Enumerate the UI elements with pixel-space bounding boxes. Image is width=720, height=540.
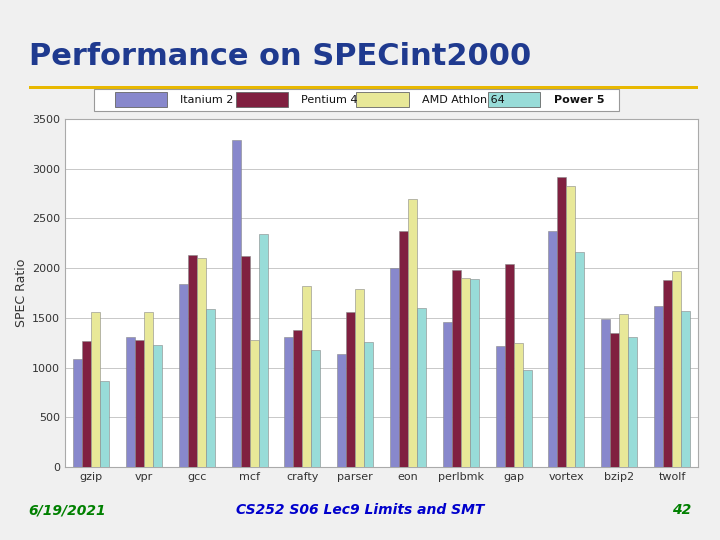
Text: Power 5: Power 5 bbox=[554, 95, 604, 105]
Text: Performance on SPECint2000: Performance on SPECint2000 bbox=[29, 42, 531, 71]
FancyBboxPatch shape bbox=[488, 92, 540, 107]
Bar bbox=[346, 312, 355, 467]
Bar bbox=[495, 346, 505, 467]
Bar bbox=[179, 284, 188, 467]
Bar bbox=[399, 231, 408, 467]
FancyBboxPatch shape bbox=[94, 89, 619, 111]
Bar bbox=[144, 312, 153, 467]
Bar bbox=[91, 312, 100, 467]
Text: 42: 42 bbox=[672, 503, 691, 517]
Bar bbox=[100, 381, 109, 467]
Bar bbox=[461, 278, 469, 467]
Bar bbox=[575, 252, 585, 467]
Bar bbox=[417, 308, 426, 467]
Bar bbox=[619, 314, 628, 467]
Bar bbox=[302, 286, 311, 467]
Bar bbox=[197, 258, 206, 467]
Bar bbox=[513, 343, 523, 467]
Bar bbox=[135, 340, 144, 467]
Text: CS252 S06 Lec9 Limits and SMT: CS252 S06 Lec9 Limits and SMT bbox=[236, 503, 484, 517]
Text: Pentium 4: Pentium 4 bbox=[301, 95, 358, 105]
Bar bbox=[364, 342, 373, 467]
Bar bbox=[206, 309, 215, 467]
Text: AMD Athlon 64: AMD Athlon 64 bbox=[422, 95, 505, 105]
FancyBboxPatch shape bbox=[235, 92, 288, 107]
Bar bbox=[337, 354, 346, 467]
Bar bbox=[232, 140, 240, 467]
Bar bbox=[549, 231, 557, 467]
Bar bbox=[250, 340, 258, 467]
Bar bbox=[523, 369, 531, 467]
Bar bbox=[284, 337, 294, 467]
Bar bbox=[505, 264, 513, 467]
Bar bbox=[355, 289, 364, 467]
Bar bbox=[443, 322, 452, 467]
Bar bbox=[469, 279, 479, 467]
Bar bbox=[311, 350, 320, 467]
Text: Itanium 2: Itanium 2 bbox=[180, 95, 234, 105]
Bar bbox=[390, 268, 399, 467]
Bar bbox=[188, 255, 197, 467]
Bar bbox=[567, 186, 575, 467]
Bar bbox=[294, 330, 302, 467]
Bar bbox=[601, 319, 611, 467]
Bar bbox=[557, 177, 567, 467]
FancyBboxPatch shape bbox=[356, 92, 409, 107]
Bar bbox=[611, 333, 619, 467]
Y-axis label: SPEC Ratio: SPEC Ratio bbox=[14, 259, 27, 327]
Bar bbox=[452, 270, 461, 467]
FancyBboxPatch shape bbox=[114, 92, 167, 107]
Bar bbox=[258, 234, 268, 467]
Bar bbox=[672, 271, 681, 467]
Text: 6/19/2021: 6/19/2021 bbox=[29, 503, 107, 517]
Bar bbox=[681, 312, 690, 467]
Bar bbox=[628, 337, 637, 467]
Bar bbox=[82, 341, 91, 467]
Bar bbox=[126, 337, 135, 467]
Bar bbox=[654, 306, 663, 467]
Bar bbox=[153, 345, 162, 467]
Bar bbox=[408, 199, 417, 467]
Bar bbox=[240, 256, 250, 467]
Bar bbox=[663, 280, 672, 467]
Bar bbox=[73, 359, 82, 467]
